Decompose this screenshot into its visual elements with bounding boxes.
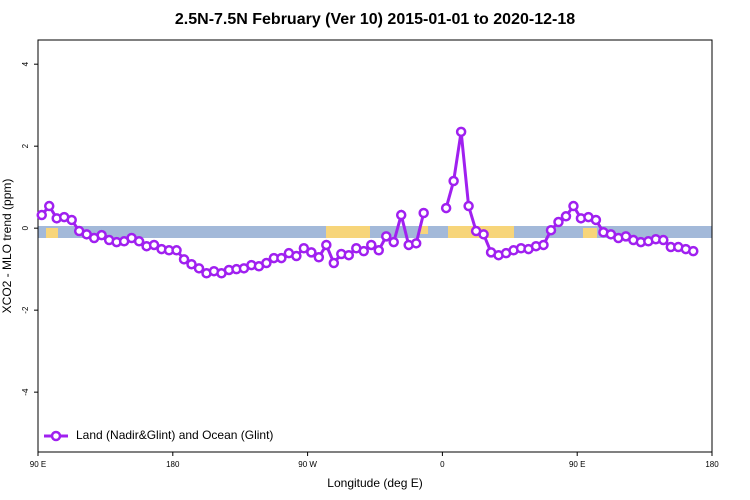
- data-point: [148, 239, 160, 251]
- y-tick-label: 2: [21, 143, 30, 148]
- data-point: [373, 245, 384, 256]
- data-point: [418, 207, 429, 219]
- x-tick-label: 90 E: [30, 460, 46, 469]
- data-point: [568, 200, 579, 212]
- data-point: [463, 200, 474, 212]
- data-point: [388, 236, 399, 248]
- data-point: [171, 245, 182, 256]
- data-point: [66, 214, 77, 226]
- land-patch: [420, 226, 428, 234]
- data-point: [538, 239, 549, 251]
- ocean-band: [38, 226, 712, 238]
- legend-marker: [50, 430, 62, 442]
- y-tick-label: -2: [21, 306, 30, 314]
- data-point: [186, 258, 197, 270]
- data-point: [553, 216, 564, 228]
- y-tick-label: -4: [21, 388, 30, 396]
- data-point: [658, 234, 669, 246]
- data-point: [43, 200, 55, 212]
- land-patch: [46, 228, 58, 238]
- data-point: [178, 254, 190, 265]
- land-patch: [583, 228, 597, 238]
- data-point: [410, 238, 422, 249]
- x-tick-label: 0: [440, 460, 445, 469]
- x-axis-label: Longitude (deg E): [327, 476, 422, 490]
- y-tick-label: 0: [21, 225, 30, 230]
- data-point: [545, 224, 557, 236]
- y-axis-label: XCO2 - MLO trend (ppm): [0, 179, 14, 314]
- y-tick-label: 4: [21, 61, 30, 66]
- data-point: [133, 236, 145, 247]
- chart-title: 2.5N-7.5N February (Ver 10) 2015-01-01 t…: [175, 11, 575, 28]
- data-point: [358, 245, 370, 257]
- data-point: [328, 257, 340, 269]
- data-point: [440, 202, 452, 214]
- data-point: [96, 229, 107, 241]
- land-patch: [326, 226, 370, 238]
- x-tick-label: 180: [705, 460, 719, 469]
- data-point: [395, 209, 407, 221]
- legend-label: Land (Nadir&Glint) and Ocean (Glint): [76, 428, 273, 442]
- data-point: [366, 239, 377, 251]
- background-map: [38, 226, 712, 238]
- data-point: [321, 239, 332, 251]
- data-point: [36, 209, 47, 221]
- x-tick-label: 90 E: [569, 460, 585, 469]
- data-point: [478, 229, 489, 240]
- data-point: [261, 257, 272, 269]
- data-point: [298, 243, 310, 254]
- plot-frame: [37, 39, 713, 453]
- x-tick-label: 90 W: [298, 460, 317, 469]
- data-point: [343, 249, 355, 261]
- data-point: [380, 231, 392, 242]
- data-point: [455, 126, 467, 138]
- x-tick-label: 180: [166, 460, 180, 469]
- data-point: [688, 245, 699, 257]
- data-point: [306, 247, 317, 258]
- data-point: [448, 175, 459, 187]
- data-point: [590, 214, 602, 226]
- data-point: [291, 250, 302, 262]
- data-point: [313, 252, 325, 263]
- data-point: [560, 211, 572, 222]
- data-point: [276, 252, 287, 264]
- data-point: [193, 263, 205, 274]
